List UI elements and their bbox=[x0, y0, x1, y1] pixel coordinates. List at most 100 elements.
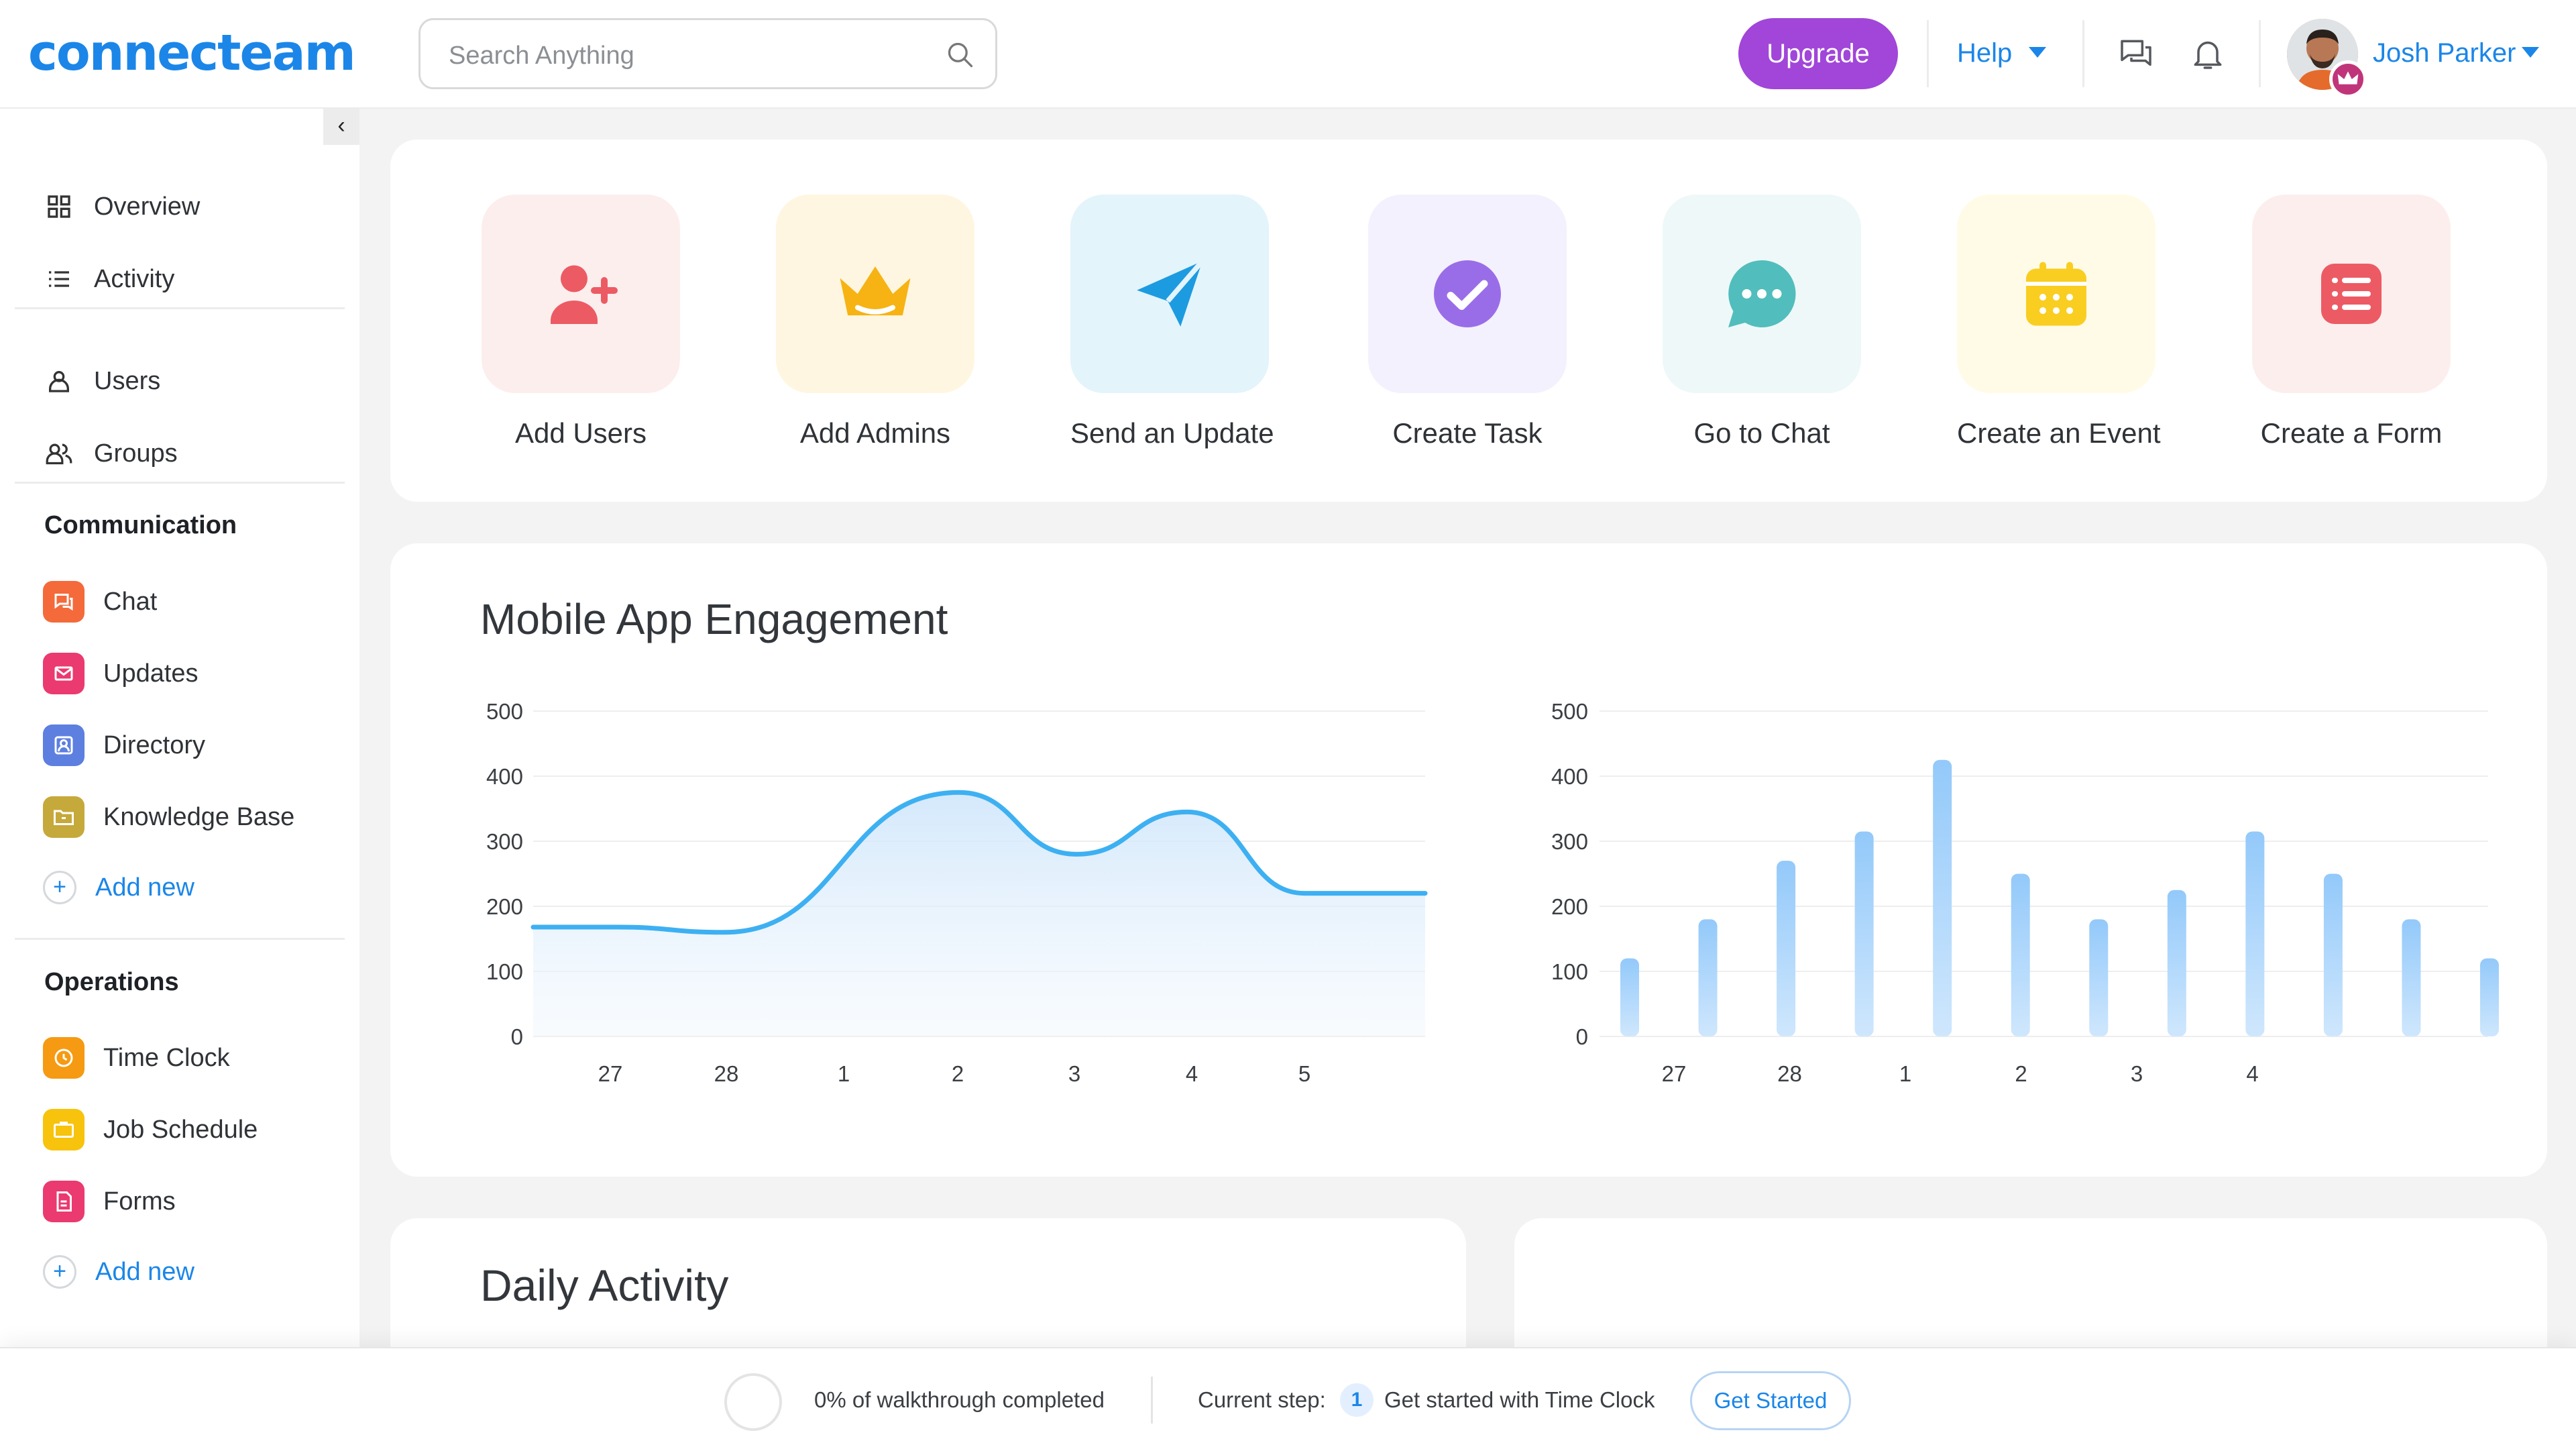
sidebar-item-forms[interactable]: Forms bbox=[43, 1179, 176, 1224]
add-new-operations-button[interactable]: + Add new bbox=[43, 1253, 194, 1291]
help-menu[interactable]: Help bbox=[1957, 38, 2013, 68]
bar bbox=[1777, 861, 1796, 1036]
add-new-label: Add new bbox=[95, 1257, 194, 1286]
add-users-action[interactable]: Add Users bbox=[482, 195, 680, 449]
operations-heading: Operations bbox=[44, 968, 179, 996]
engagement-card bbox=[390, 543, 2547, 1177]
y-tick-label: 200 bbox=[486, 894, 523, 919]
qa-tile[interactable] bbox=[1368, 195, 1567, 393]
chevron-left-icon[interactable]: ‹ bbox=[323, 109, 359, 145]
communication-heading: Communication bbox=[44, 511, 237, 539]
list-icon bbox=[44, 264, 74, 294]
area-fill bbox=[533, 792, 1425, 1036]
grid-icon bbox=[44, 192, 74, 221]
plus-icon: + bbox=[43, 1255, 76, 1289]
y-tick-label: 500 bbox=[486, 699, 523, 724]
bar bbox=[2480, 958, 2499, 1036]
add-new-label: Add new bbox=[95, 873, 194, 902]
send-update-action[interactable]: Send an Update bbox=[1070, 195, 1274, 449]
sidebar-divider bbox=[15, 307, 345, 309]
qa-label: Create Task bbox=[1392, 417, 1543, 449]
add-admins-action[interactable]: Add Admins bbox=[776, 195, 974, 449]
daily-activity-title: Daily Activity bbox=[480, 1260, 729, 1310]
sidebar-item-directory[interactable]: Directory bbox=[43, 723, 205, 767]
sidebar-item-job-schedule[interactable]: Job Schedule bbox=[43, 1108, 258, 1152]
bar bbox=[2245, 831, 2265, 1036]
user-icon bbox=[44, 366, 74, 396]
create-event-action[interactable]: Create an Event bbox=[1957, 195, 2161, 449]
connecteam-logo[interactable]: connecteam bbox=[28, 24, 356, 82]
sidebar-item-updates[interactable]: Updates bbox=[43, 651, 199, 696]
qa-tile[interactable] bbox=[1070, 195, 1269, 393]
sidebar-item-overview[interactable]: Overview bbox=[44, 186, 200, 227]
chevron-down-icon[interactable] bbox=[2029, 47, 2046, 59]
header-divider bbox=[1927, 20, 1929, 87]
crown-badge-icon bbox=[2329, 60, 2367, 98]
sidebar-item-label: Forms bbox=[103, 1187, 176, 1216]
y-tick-label: 0 bbox=[1576, 1024, 1588, 1049]
chat-bubbles-icon[interactable] bbox=[2117, 35, 2155, 72]
search-box[interactable]: Search Anything bbox=[418, 18, 997, 89]
walkthrough-bar: 0% of walkthrough completed Current step… bbox=[0, 1347, 2576, 1449]
sidebar-divider bbox=[15, 938, 345, 940]
x-tick-label: 3 bbox=[1068, 1061, 1080, 1086]
sidebar-item-users[interactable]: Users bbox=[44, 361, 160, 401]
qa-tile[interactable] bbox=[482, 195, 680, 393]
y-tick-label: 0 bbox=[511, 1024, 523, 1049]
sidebar-item-label: Activity bbox=[94, 264, 175, 293]
progress-ring bbox=[724, 1373, 782, 1431]
y-tick-label: 100 bbox=[486, 959, 523, 984]
check-circle-icon bbox=[1434, 260, 1501, 327]
get-started-button[interactable]: Get Started bbox=[1690, 1371, 1851, 1430]
sidebar-item-label: Chat bbox=[103, 587, 158, 616]
group-icon bbox=[44, 439, 74, 468]
x-tick-label: 1 bbox=[838, 1061, 850, 1086]
sidebar: ‹ Overview Activity Users Groups Communi… bbox=[0, 109, 359, 1449]
add-new-communication-button[interactable]: + Add new bbox=[43, 869, 194, 906]
go-to-chat-action[interactable]: Go to Chat bbox=[1663, 195, 1861, 449]
add-user-icon bbox=[551, 265, 618, 324]
upgrade-button[interactable]: Upgrade bbox=[1738, 18, 1898, 89]
bar bbox=[1933, 759, 1952, 1036]
current-step-text: Get started with Time Clock bbox=[1384, 1387, 1655, 1412]
y-tick-label: 200 bbox=[1551, 894, 1588, 919]
bell-icon[interactable] bbox=[2189, 35, 2227, 72]
bar-chart: 0 100 200 300 400 500 27 28 1 2 3 4 bbox=[1551, 699, 2499, 1086]
sidebar-item-label: Job Schedule bbox=[103, 1115, 258, 1144]
header-divider bbox=[2259, 20, 2261, 87]
mail-icon bbox=[43, 653, 85, 694]
qa-label: Add Admins bbox=[799, 417, 951, 449]
sidebar-item-label: Groups bbox=[94, 439, 178, 468]
qa-tile[interactable] bbox=[1957, 195, 2155, 393]
x-tick-label: 28 bbox=[714, 1061, 739, 1086]
qa-tile[interactable] bbox=[776, 195, 974, 393]
chat-icon bbox=[43, 581, 85, 623]
y-tick-label: 100 bbox=[1551, 959, 1588, 984]
qa-label: Go to Chat bbox=[1693, 417, 1830, 449]
chat-dots-icon bbox=[1728, 260, 1796, 327]
y-tick-label: 400 bbox=[1551, 764, 1588, 789]
qa-tile[interactable] bbox=[2252, 195, 2451, 393]
footer-divider bbox=[1151, 1377, 1153, 1424]
x-tick-label: 28 bbox=[1777, 1061, 1802, 1086]
x-tick-label: 1 bbox=[1899, 1061, 1911, 1086]
create-task-action[interactable]: Create Task bbox=[1368, 195, 1567, 449]
sidebar-item-label: Users bbox=[94, 366, 161, 395]
sidebar-item-activity[interactable]: Activity bbox=[44, 259, 174, 299]
bar bbox=[1620, 958, 1639, 1036]
search-input[interactable]: Search Anything bbox=[449, 42, 634, 70]
create-form-action[interactable]: Create a Form bbox=[2252, 195, 2451, 449]
qa-tile[interactable] bbox=[1663, 195, 1861, 393]
sidebar-item-chat[interactable]: Chat bbox=[43, 580, 157, 624]
bar bbox=[2167, 890, 2186, 1036]
calendar-icon bbox=[2026, 262, 2086, 326]
x-tick-label: 2 bbox=[952, 1061, 964, 1086]
chevron-down-icon[interactable] bbox=[2522, 47, 2539, 59]
crown-icon bbox=[840, 266, 911, 316]
sidebar-item-groups[interactable]: Groups bbox=[44, 433, 178, 474]
sidebar-item-time-clock[interactable]: Time Clock bbox=[43, 1036, 230, 1080]
bar bbox=[2323, 873, 2343, 1036]
sidebar-item-knowledge-base[interactable]: Knowledge Base bbox=[43, 795, 294, 839]
user-name[interactable]: Josh Parker bbox=[2373, 38, 2516, 68]
search-icon[interactable] bbox=[946, 40, 975, 70]
